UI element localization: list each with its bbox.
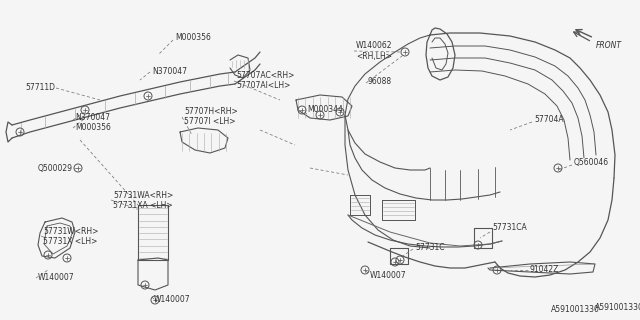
Text: 57731CA: 57731CA bbox=[492, 223, 527, 233]
Text: 57731C: 57731C bbox=[415, 243, 445, 252]
Text: 57731W<RH>: 57731W<RH> bbox=[43, 228, 99, 236]
Text: M000344: M000344 bbox=[307, 106, 343, 115]
Text: A591001330: A591001330 bbox=[595, 303, 640, 313]
Text: 57707AI<LH>: 57707AI<LH> bbox=[236, 82, 291, 91]
Text: W140062: W140062 bbox=[356, 42, 392, 51]
Text: FRONT: FRONT bbox=[596, 41, 622, 50]
Text: 57731XA <LH>: 57731XA <LH> bbox=[113, 202, 173, 211]
Text: M000356: M000356 bbox=[175, 33, 211, 42]
Text: <RH,LH>: <RH,LH> bbox=[356, 52, 392, 60]
Text: 57731X <LH>: 57731X <LH> bbox=[43, 237, 97, 246]
Text: W140007: W140007 bbox=[370, 270, 406, 279]
Text: M000356: M000356 bbox=[75, 124, 111, 132]
Text: Q560046: Q560046 bbox=[574, 158, 609, 167]
Text: W140007: W140007 bbox=[154, 294, 191, 303]
Text: 57707H<RH>: 57707H<RH> bbox=[184, 108, 237, 116]
Text: A591001330: A591001330 bbox=[551, 306, 600, 315]
Text: 57707AC<RH>: 57707AC<RH> bbox=[236, 71, 294, 81]
Text: 57707I <LH>: 57707I <LH> bbox=[184, 117, 236, 126]
Text: 91042Z: 91042Z bbox=[530, 266, 559, 275]
Text: N370047: N370047 bbox=[152, 68, 187, 76]
Text: 57711D: 57711D bbox=[25, 84, 55, 92]
Text: N370047: N370047 bbox=[75, 114, 110, 123]
Text: Q500029: Q500029 bbox=[38, 164, 73, 172]
Text: W140007: W140007 bbox=[38, 274, 75, 283]
Text: 96088: 96088 bbox=[368, 77, 392, 86]
Text: 57731WA<RH>: 57731WA<RH> bbox=[113, 191, 173, 201]
Text: 57704A: 57704A bbox=[534, 116, 564, 124]
